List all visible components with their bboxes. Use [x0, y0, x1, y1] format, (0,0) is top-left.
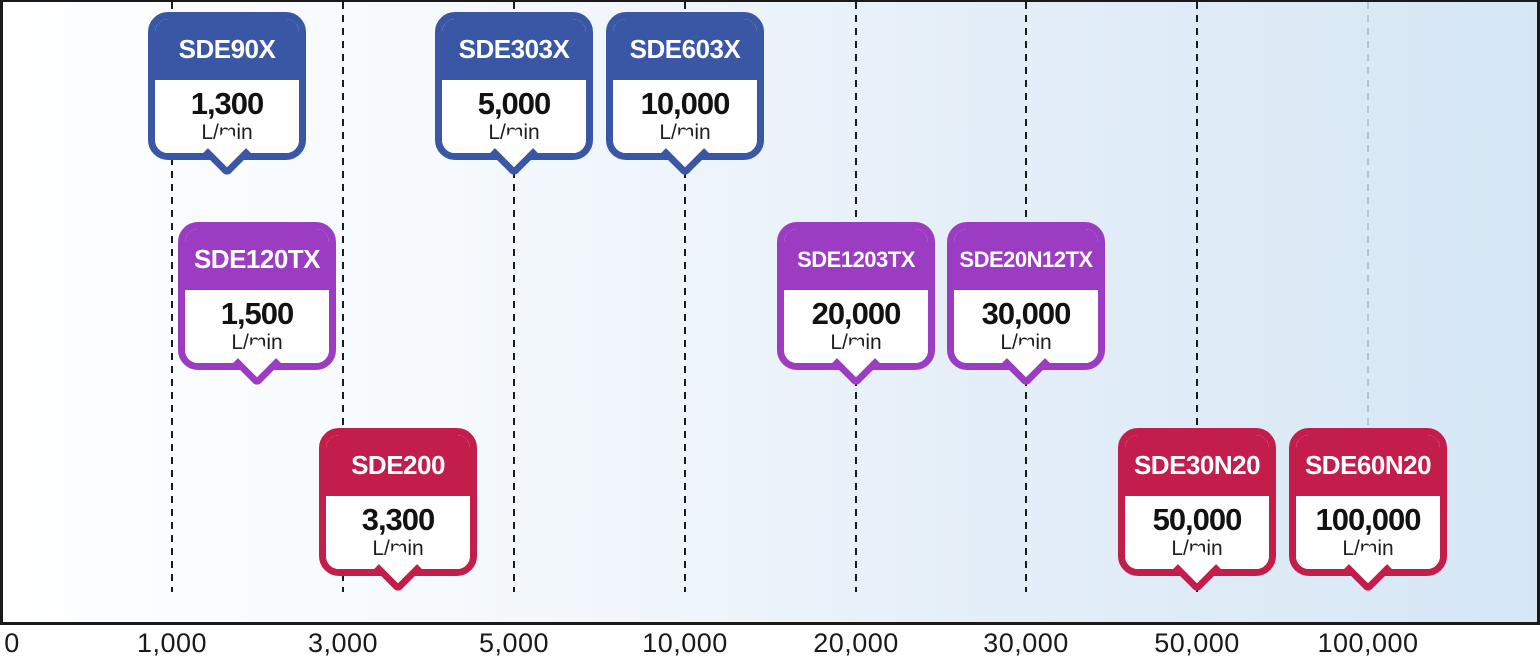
model-name: SDE60N20 [1296, 435, 1440, 496]
badge-body: 30,000L/min [954, 290, 1098, 363]
model-name: SDE120TX [185, 229, 329, 290]
flow-value: 30,000 [981, 296, 1072, 332]
flow-value: 1,300 [190, 86, 265, 122]
gridline [1367, 2, 1369, 592]
model-name: SDE303X [442, 19, 586, 80]
x-axis-line [0, 622, 1540, 625]
x-tick-label: 100,000 [1317, 628, 1419, 658]
gridline [1196, 2, 1198, 592]
x-tick-label: 50,000 [1154, 628, 1240, 658]
flow-value: 1,500 [220, 296, 295, 332]
x-tick-label: 0 [4, 628, 20, 658]
plot-border-right [1537, 0, 1540, 625]
flow-value: 3,300 [361, 502, 436, 538]
plot-area: SDE90X1,300L/minSDE303X5,000L/minSDE603X… [0, 0, 1540, 625]
badge-body: 10,000L/min [613, 80, 757, 153]
model-name: SDE200 [326, 435, 470, 496]
flow-value: 20,000 [811, 296, 902, 332]
gridline [513, 2, 515, 592]
gridline [171, 2, 173, 592]
x-tick-label: 30,000 [983, 628, 1069, 658]
x-tick-label: 3,000 [307, 628, 379, 658]
plot-border-left [0, 0, 3, 625]
model-name: SDE20N12TX [954, 229, 1098, 290]
flow-value: 5,000 [477, 86, 552, 122]
x-axis-labels: 0 1,000 3,000 5,000 10,000 20,000 30,000 50,000… [0, 625, 1540, 658]
model-name: SDE603X [613, 19, 757, 80]
x-tick-label: 5,000 [478, 628, 550, 658]
gridline [342, 2, 344, 592]
gridline [684, 2, 686, 592]
flow-value: 10,000 [640, 86, 731, 122]
plot-border-top [0, 0, 1540, 2]
model-name: SDE1203TX [784, 229, 928, 290]
x-tick-label: 20,000 [813, 628, 899, 658]
x-tick-label: 10,000 [642, 628, 728, 658]
model-name: SDE90X [155, 19, 299, 80]
flow-value: 50,000 [1152, 502, 1243, 538]
flow-value: 100,000 [1315, 502, 1421, 538]
model-name: SDE30N20 [1125, 435, 1269, 496]
x-tick-label: 1,000 [136, 628, 208, 658]
